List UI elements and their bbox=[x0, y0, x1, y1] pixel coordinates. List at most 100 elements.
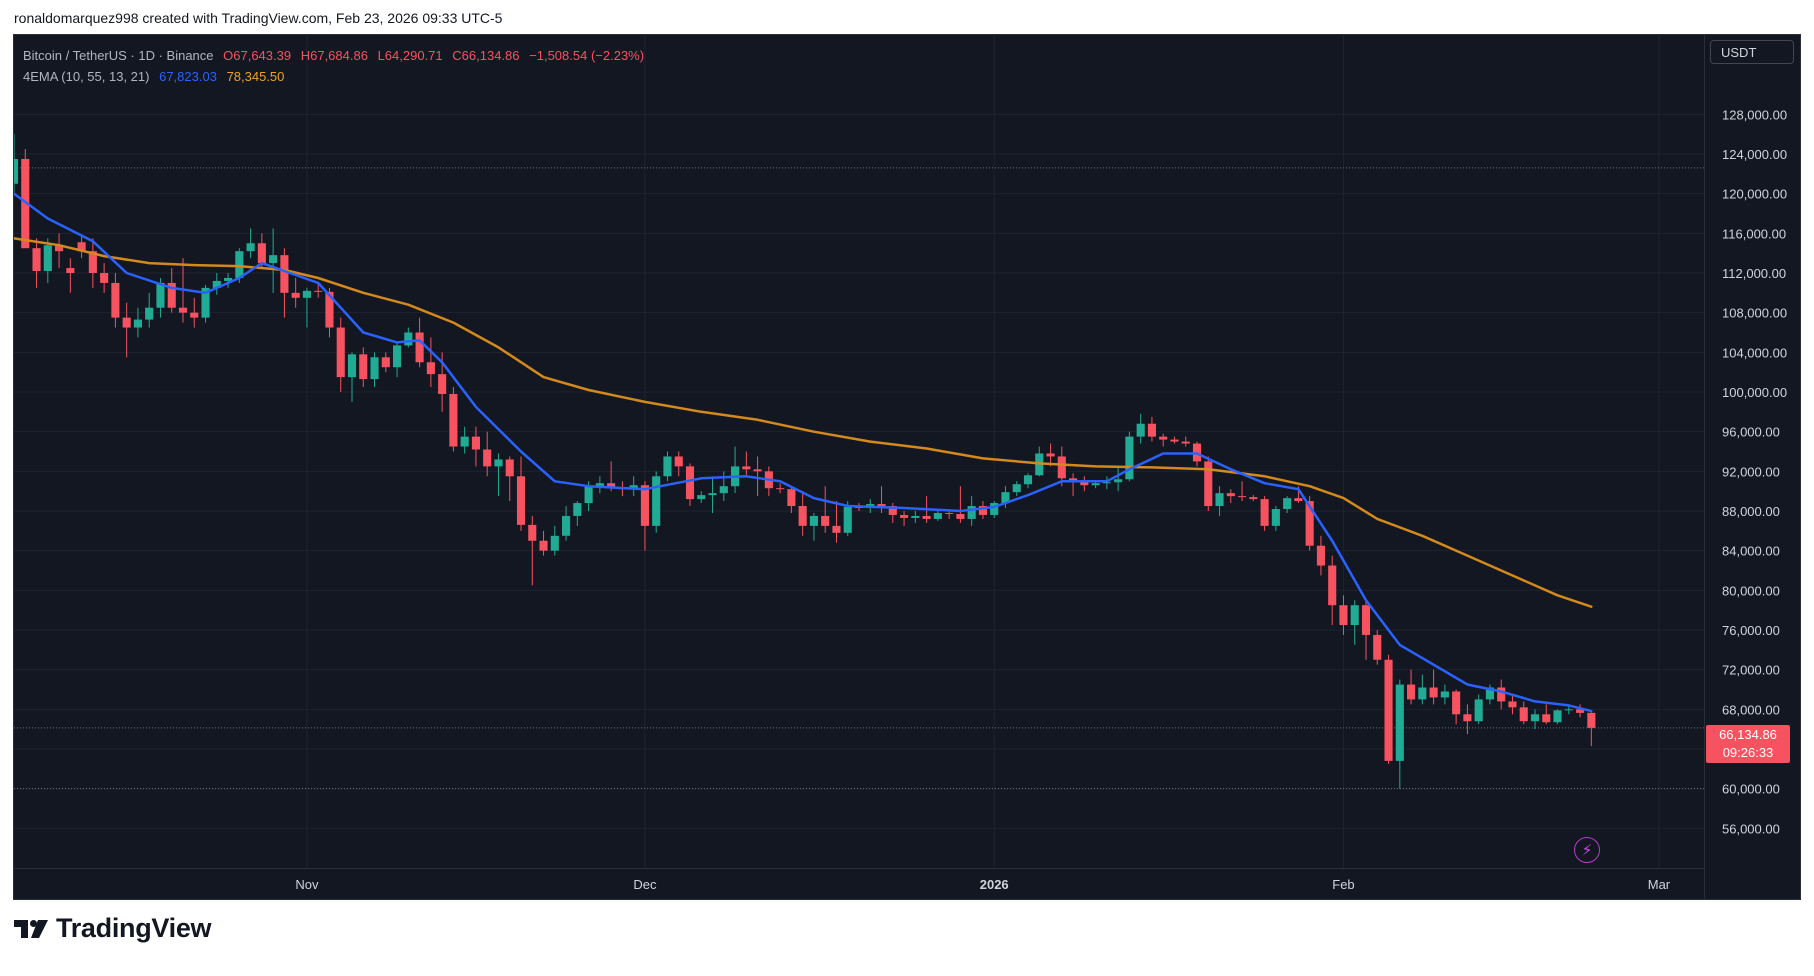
x-tick-label: Feb bbox=[1332, 877, 1354, 892]
candle-body bbox=[1170, 439, 1179, 442]
candle-body bbox=[1452, 691, 1461, 715]
candle-body bbox=[843, 507, 852, 533]
candle-body bbox=[483, 449, 492, 467]
candle-body bbox=[269, 255, 278, 264]
high-value: H67,684.86 bbox=[300, 48, 368, 63]
candle-body bbox=[1316, 545, 1325, 566]
y-tick-label: 88,000.00 bbox=[1722, 504, 1780, 519]
currency-button[interactable]: USDT bbox=[1710, 40, 1794, 64]
candle-body bbox=[167, 282, 176, 308]
y-tick-label: 128,000.00 bbox=[1722, 107, 1787, 122]
candle-body bbox=[663, 456, 672, 477]
candle-body bbox=[1125, 436, 1134, 480]
candle-body bbox=[1147, 423, 1156, 437]
candle-body bbox=[122, 317, 131, 328]
candle-body bbox=[460, 436, 469, 447]
candle-body bbox=[55, 245, 64, 252]
y-tick-label: 120,000.00 bbox=[1722, 187, 1787, 202]
candle-body bbox=[14, 158, 19, 184]
candle-body bbox=[1012, 484, 1021, 493]
tradingview-logo[interactable]: TradingView bbox=[14, 913, 212, 944]
candle-body bbox=[100, 273, 109, 283]
change-value: −1,508.54 (−2.23%) bbox=[529, 48, 645, 63]
y-tick-label: 96,000.00 bbox=[1722, 425, 1780, 440]
candle-body bbox=[1587, 712, 1596, 728]
ema-fast-line bbox=[14, 192, 1593, 713]
candle-body bbox=[1508, 701, 1517, 708]
candle-body bbox=[325, 291, 334, 328]
candle-body bbox=[111, 282, 120, 318]
y-tick-label: 72,000.00 bbox=[1722, 663, 1780, 678]
candle-body bbox=[1305, 501, 1314, 546]
candle-body bbox=[438, 374, 447, 394]
symbol-legend-row: Bitcoin / TetherUS · 1D · Binance O67,64… bbox=[23, 45, 650, 66]
candle-body bbox=[1102, 482, 1111, 484]
candle-body bbox=[156, 282, 165, 308]
candle-body bbox=[1530, 714, 1540, 722]
candle-body bbox=[1373, 634, 1382, 660]
candle-body bbox=[201, 287, 210, 318]
candle-body bbox=[32, 248, 41, 272]
symbol-title[interactable]: Bitcoin / TetherUS · 1D · Binance bbox=[23, 48, 214, 63]
candle-body bbox=[629, 485, 638, 490]
low-value: L64,290.71 bbox=[377, 48, 443, 63]
candle-body bbox=[359, 354, 368, 380]
chart-legend: Bitcoin / TetherUS · 1D · Binance O67,64… bbox=[23, 45, 650, 87]
candle-body bbox=[88, 251, 97, 273]
candle-body bbox=[1238, 496, 1247, 498]
candle-body bbox=[1407, 684, 1416, 700]
candle-body bbox=[1395, 684, 1404, 761]
candle-body bbox=[1576, 709, 1585, 713]
chart-panel[interactable]: NovDec2026FebMar56,000.0060,000.0064,000… bbox=[13, 34, 1801, 900]
candle-body bbox=[697, 495, 706, 500]
candle-body bbox=[280, 255, 289, 293]
y-tick-label: 104,000.00 bbox=[1722, 345, 1787, 360]
candle-body bbox=[1564, 709, 1573, 711]
candle-body bbox=[1361, 605, 1371, 635]
indicator-title[interactable]: 4EMA (10, 55, 13, 21) bbox=[23, 69, 150, 84]
time-scale-divider bbox=[14, 868, 1704, 869]
candle-body bbox=[528, 524, 537, 541]
candle-body bbox=[539, 540, 548, 551]
candle-body bbox=[494, 459, 503, 467]
candle-body bbox=[1440, 691, 1449, 698]
candle-body bbox=[956, 513, 965, 519]
candle-body bbox=[911, 515, 920, 518]
last-price-tag: 66,134.86 09:26:33 bbox=[1706, 725, 1790, 763]
candle-body bbox=[742, 466, 751, 470]
candle-body bbox=[291, 292, 300, 298]
indicator-legend-row: 4EMA (10, 55, 13, 21) 67,823.03 78,345.5… bbox=[23, 66, 650, 87]
candle-body bbox=[1350, 605, 1359, 626]
candle-body bbox=[133, 319, 142, 328]
candle-body bbox=[336, 327, 345, 378]
candlestick-chart[interactable]: NovDec2026FebMar56,000.0060,000.0064,000… bbox=[14, 35, 1801, 900]
x-tick-label: 2026 bbox=[980, 877, 1009, 892]
x-tick-label: Dec bbox=[633, 877, 657, 892]
y-tick-label: 84,000.00 bbox=[1722, 544, 1780, 559]
candle-body bbox=[257, 243, 266, 264]
candle-body bbox=[990, 503, 999, 515]
candle-body bbox=[640, 485, 649, 526]
candle-body bbox=[809, 515, 818, 526]
candle-body bbox=[967, 506, 976, 519]
candle-body bbox=[1215, 493, 1224, 507]
candle-body bbox=[1553, 710, 1562, 723]
candle-body bbox=[415, 332, 424, 363]
chart-caption: ronaldomarquez998 created with TradingVi… bbox=[14, 10, 503, 26]
candle-body bbox=[77, 242, 86, 252]
candle-body bbox=[314, 290, 323, 292]
candle-body bbox=[212, 280, 221, 288]
candle-body bbox=[1001, 492, 1010, 504]
candle-body bbox=[1463, 714, 1472, 722]
candle-body bbox=[21, 158, 30, 249]
price-scale-divider bbox=[1704, 35, 1705, 899]
candle-body bbox=[798, 506, 807, 526]
candle-body bbox=[1181, 441, 1190, 444]
y-tick-label: 100,000.00 bbox=[1722, 385, 1787, 400]
candle-body bbox=[821, 515, 830, 526]
candle-body bbox=[393, 345, 402, 368]
candle-body bbox=[404, 332, 413, 346]
candle-body bbox=[1339, 605, 1348, 626]
lightning-icon[interactable]: ⚡︎ bbox=[1574, 837, 1600, 863]
ema-fast-value: 67,823.03 bbox=[159, 69, 217, 84]
